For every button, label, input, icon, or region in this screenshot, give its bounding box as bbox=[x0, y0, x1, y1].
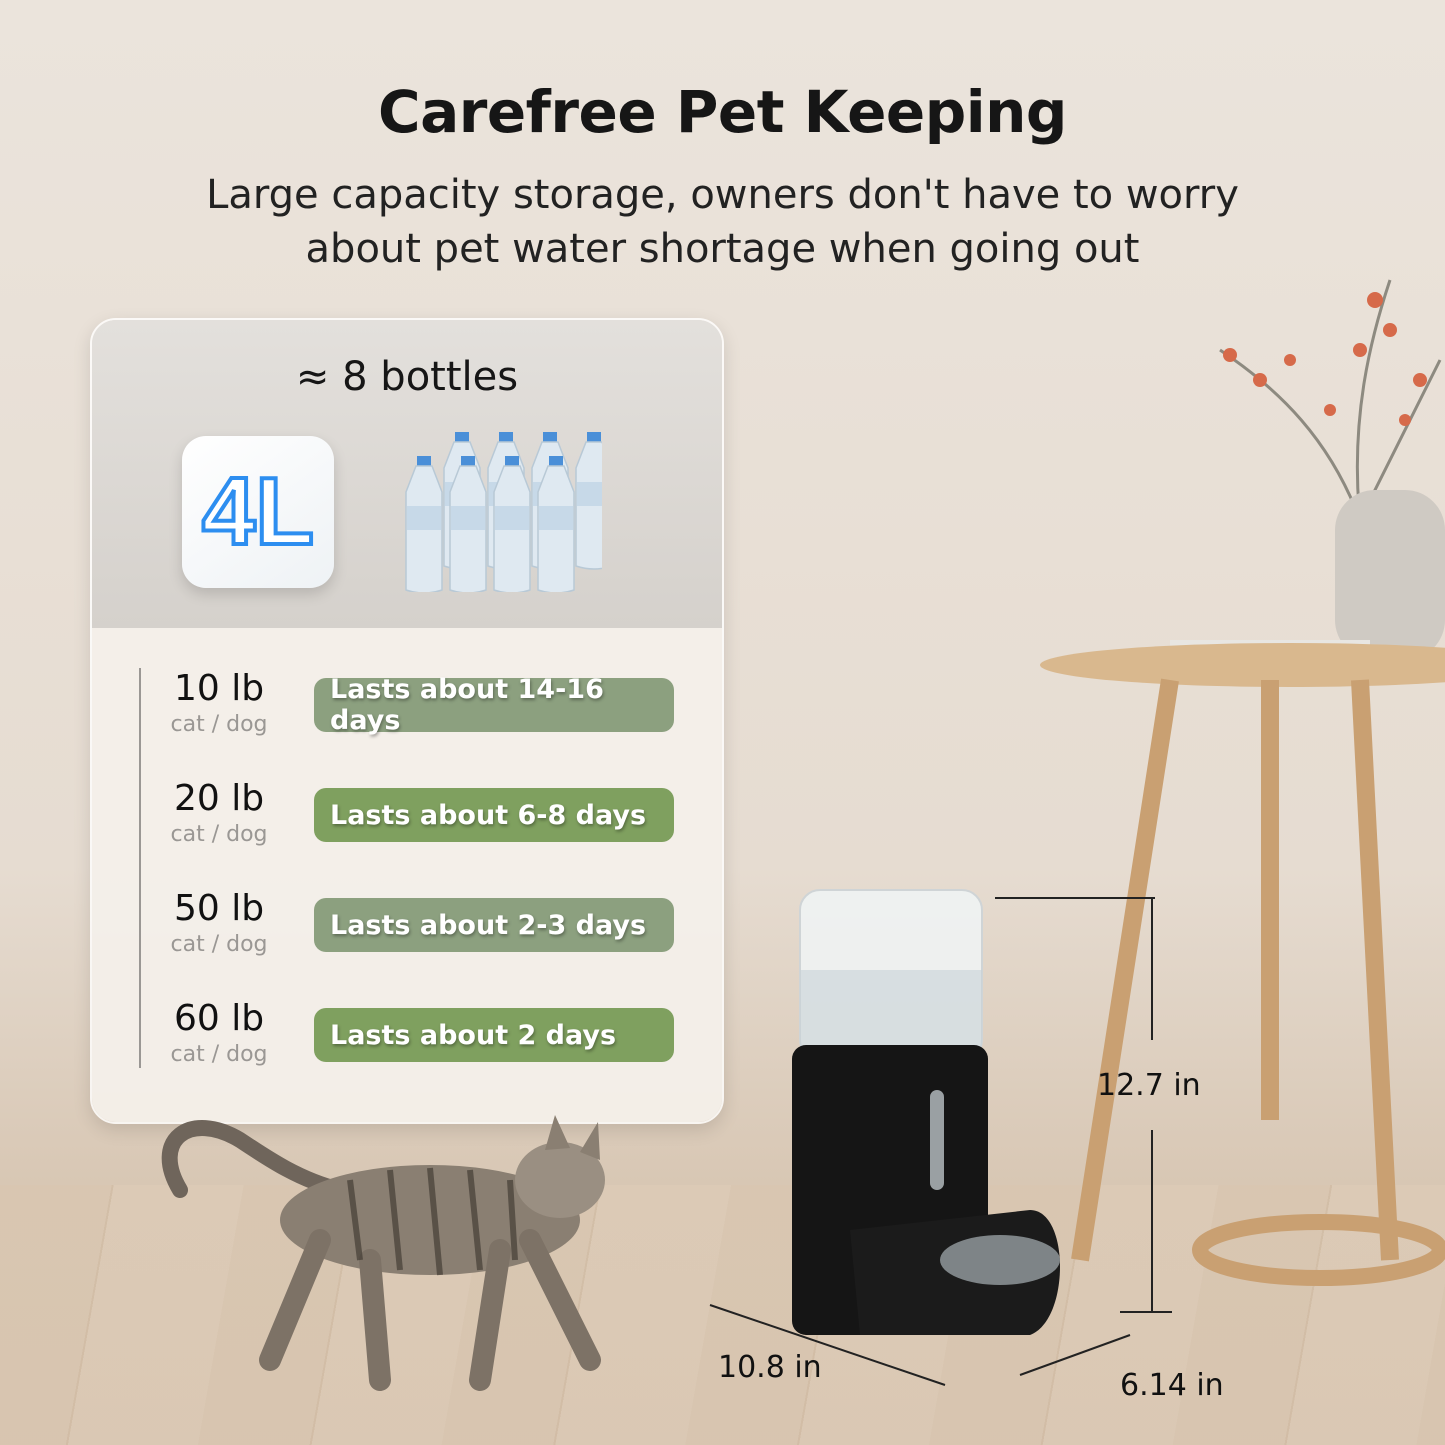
water-bottle-icon bbox=[449, 456, 487, 592]
timeline-line bbox=[139, 668, 141, 1068]
vase bbox=[1335, 490, 1445, 660]
usage-row: 20 lb cat / dog Lasts about 6-8 days bbox=[92, 778, 722, 858]
duration-badge: Lasts about 2-3 days bbox=[314, 898, 674, 952]
pet-weight: 20 lb bbox=[173, 778, 265, 819]
pet-weight: 10 lb bbox=[173, 668, 265, 709]
water-feeder-illustration bbox=[709, 889, 1172, 1386]
pet-weight: 50 lb bbox=[173, 888, 265, 929]
water-bottle-icon bbox=[493, 456, 531, 592]
table-top bbox=[1040, 643, 1445, 687]
usage-row: 50 lb cat / dog Lasts about 2-3 days bbox=[92, 888, 722, 968]
water-bottles-icon bbox=[405, 432, 602, 592]
duration-badge: Lasts about 2 days bbox=[314, 1008, 674, 1062]
duration-badge: Lasts about 14-16 days bbox=[314, 674, 674, 736]
cat-illustration bbox=[161, 1115, 605, 1391]
height-dimension: 12.7 in bbox=[1097, 1068, 1201, 1103]
page-title: Carefree Pet Keeping bbox=[378, 78, 1067, 146]
pet-type: cat / dog bbox=[170, 712, 268, 737]
side-table-illustration bbox=[1040, 279, 1445, 1286]
water-bottle-icon bbox=[405, 456, 443, 592]
capacity-card: ≈ 8 bottles 4L 10 lb cat / dog Lasts abo… bbox=[90, 318, 724, 1124]
subtitle: Large capacity storage, owners don't hav… bbox=[0, 168, 1445, 276]
subtitle-line-2: about pet water shortage when going out bbox=[305, 226, 1140, 272]
length-dimension: 10.8 in bbox=[718, 1350, 822, 1385]
usage-row: 60 lb cat / dog Lasts about 2 days bbox=[92, 998, 722, 1078]
pet-type: cat / dog bbox=[170, 822, 268, 847]
subtitle-line-1: Large capacity storage, owners don't hav… bbox=[206, 172, 1239, 218]
width-dimension: 6.14 in bbox=[1120, 1368, 1224, 1403]
duration-badge: Lasts about 6-8 days bbox=[314, 788, 674, 842]
water-bottle-icon bbox=[537, 456, 575, 592]
water-bottle-icon bbox=[575, 432, 602, 570]
wooden-floor bbox=[0, 1185, 1445, 1445]
volume-badge: 4L bbox=[182, 436, 334, 588]
capacity-section: ≈ 8 bottles 4L bbox=[92, 320, 722, 628]
usage-section: 10 lb cat / dog Lasts about 14-16 days 20… bbox=[92, 628, 722, 1122]
plant-icon bbox=[1219, 279, 1442, 521]
pet-type: cat / dog bbox=[170, 932, 268, 957]
bottles-label: ≈ 8 bottles bbox=[295, 354, 519, 400]
usage-row: 10 lb cat / dog Lasts about 14-16 days bbox=[92, 668, 722, 748]
pet-weight: 60 lb bbox=[173, 998, 265, 1039]
pet-type: cat / dog bbox=[170, 1042, 268, 1067]
